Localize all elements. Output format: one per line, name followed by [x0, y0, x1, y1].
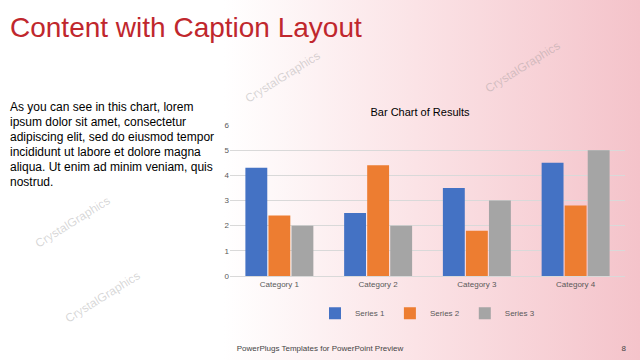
- svg-text:0: 0: [225, 272, 230, 281]
- svg-text:2: 2: [225, 221, 230, 230]
- svg-text:Series 3: Series 3: [505, 309, 535, 318]
- html-text:8: 8: [621, 344, 626, 353]
- svg-text:Series 1: Series 1: [355, 309, 385, 318]
- svg-text:Bar Chart of Results: Bar Chart of Results: [370, 106, 470, 118]
- html-text:CrystalGraphics: CrystalGraphics: [62, 268, 143, 326]
- html-text:CrystalGraphics: CrystalGraphics: [32, 193, 113, 251]
- svg-text:3: 3: [225, 196, 230, 205]
- svg-text:5: 5: [225, 146, 230, 155]
- html-text:PowerPlugs Templates for Power: PowerPlugs Templates for PowerPoint Prev…: [236, 344, 404, 353]
- svg-text:Category 1: Category 1: [260, 280, 300, 289]
- html-text:Content with Caption Layout: Content with Caption Layout: [10, 12, 362, 43]
- html-text:CrystalGraphics: CrystalGraphics: [242, 48, 323, 106]
- svg-text:Series 2: Series 2: [430, 309, 460, 318]
- svg-text:1: 1: [225, 247, 230, 256]
- html-text:As you can see in this chart,: As you can see in this chart, lorem ipsu…: [10, 100, 215, 189]
- svg-text:Category 4: Category 4: [556, 280, 596, 289]
- svg-text:Category 2: Category 2: [359, 280, 399, 289]
- svg-text:Category 3: Category 3: [457, 280, 497, 289]
- html-text:CrystalGraphics: CrystalGraphics: [482, 38, 563, 96]
- svg-text:6: 6: [225, 121, 230, 130]
- svg-text:4: 4: [225, 171, 230, 180]
